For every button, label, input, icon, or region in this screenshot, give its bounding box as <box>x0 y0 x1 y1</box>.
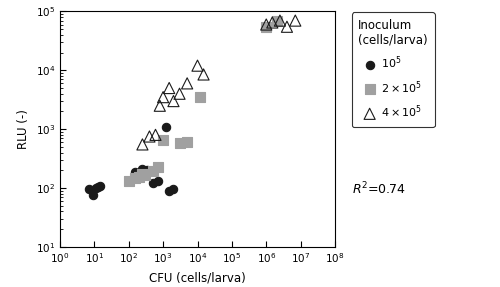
$2\times10^5$ <box>183 140 191 144</box>
$10^5$ <box>144 168 152 172</box>
$10^5$ <box>162 125 170 129</box>
$10^5$ <box>125 179 133 184</box>
$4\times10^5$ <box>200 72 207 77</box>
$2\times10^5$ <box>262 24 270 29</box>
$2\times10^5$ <box>141 173 149 177</box>
$2\times10^5$ <box>138 171 146 176</box>
$10^5$ <box>165 188 173 193</box>
$10^5$ <box>154 179 162 184</box>
Text: $R^2$=0.74: $R^2$=0.74 <box>352 181 406 197</box>
$10^5$ <box>170 187 177 192</box>
$4\times10^5$ <box>268 20 276 25</box>
$2\times10^5$ <box>196 95 204 99</box>
$2\times10^5$ <box>131 176 139 181</box>
$2\times10^5$ <box>159 138 167 142</box>
X-axis label: CFU (cells/larva): CFU (cells/larva) <box>149 271 246 284</box>
$4\times10^5$ <box>283 24 291 29</box>
$4\times10^5$ <box>152 133 160 137</box>
$4\times10^5$ <box>276 18 284 23</box>
$2\times10^5$ <box>149 169 157 173</box>
$4\times10^5$ <box>170 99 177 103</box>
$2\times10^5$ <box>272 18 280 23</box>
$4\times10^5$ <box>262 22 270 27</box>
$2\times10^5$ <box>154 164 162 169</box>
$4\times10^5$ <box>165 86 173 90</box>
$10^5$ <box>96 183 104 188</box>
Legend: $10^5$, $2\times10^5$, $4\times10^5$: $10^5$, $2\times10^5$, $4\times10^5$ <box>352 12 434 127</box>
$4\times10^5$ <box>159 95 167 99</box>
$10^5$ <box>85 187 93 192</box>
$10^5$ <box>94 185 102 189</box>
$4\times10^5$ <box>194 63 202 68</box>
$10^5$ <box>149 181 157 186</box>
$10^5$ <box>89 193 97 198</box>
$2\times10^5$ <box>176 141 184 145</box>
$2\times10^5$ <box>125 179 133 184</box>
$10^5$ <box>131 169 139 174</box>
$2\times10^5$ <box>135 174 143 179</box>
$4\times10^5$ <box>183 81 191 86</box>
$4\times10^5$ <box>292 18 300 23</box>
$4\times10^5$ <box>176 92 184 96</box>
$4\times10^5$ <box>146 134 154 139</box>
Y-axis label: RLU (-): RLU (-) <box>17 109 30 149</box>
$4\times10^5$ <box>156 103 164 108</box>
$4\times10^5$ <box>138 142 146 147</box>
$10^5$ <box>138 167 146 171</box>
$10^5$ <box>92 186 100 190</box>
